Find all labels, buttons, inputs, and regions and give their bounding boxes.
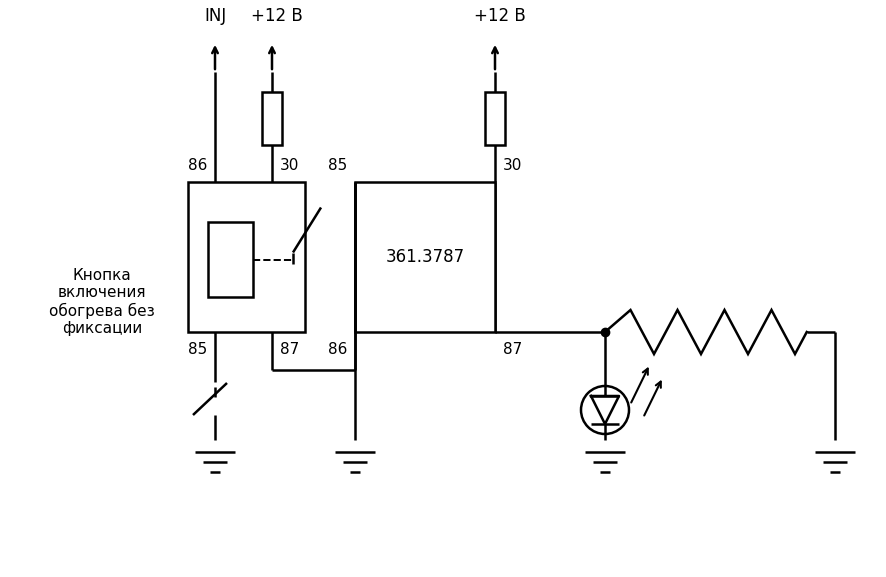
Text: 86: 86 <box>327 342 346 357</box>
Bar <box>207 222 253 297</box>
Text: 87: 87 <box>280 342 299 357</box>
Text: INJ: INJ <box>204 7 226 25</box>
Text: +12 В: +12 В <box>251 7 302 25</box>
Bar <box>354 182 494 332</box>
Text: 361.3787: 361.3787 <box>385 248 464 266</box>
Text: +12 В: +12 В <box>474 7 525 25</box>
Text: 30: 30 <box>502 158 522 173</box>
Text: Кнопка
включения
обогрева без
фиксации: Кнопка включения обогрева без фиксации <box>49 268 155 336</box>
Text: 85: 85 <box>328 158 346 173</box>
Text: 86: 86 <box>188 158 206 173</box>
Text: 85: 85 <box>188 342 206 357</box>
Bar <box>188 182 305 332</box>
Text: 30: 30 <box>280 158 299 173</box>
Text: 87: 87 <box>502 342 522 357</box>
Bar <box>261 92 282 145</box>
Bar <box>485 92 504 145</box>
